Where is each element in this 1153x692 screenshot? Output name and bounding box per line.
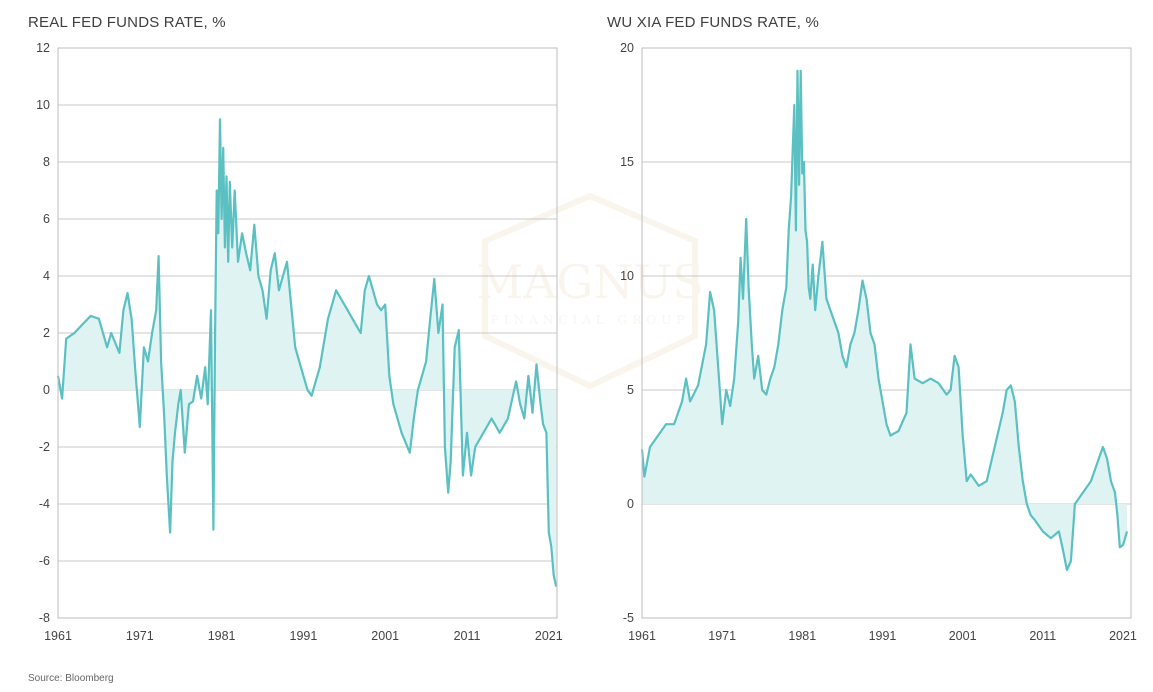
real-rate-y-tick-label: -6 [39, 554, 50, 568]
wu-xia-x-tick-label: 1981 [788, 629, 816, 643]
real-rate-y-tick-label: -4 [39, 497, 50, 511]
real-rate-y-tick-label: 10 [36, 98, 50, 112]
real-rate-y-tick-label: 2 [43, 326, 50, 340]
wu-xia-y-tick-label: 10 [620, 269, 634, 283]
wu-xia-y-tick-label: 5 [627, 383, 634, 397]
source-note: Source: Bloomberg [28, 673, 114, 684]
wu-xia-y-tick-label: -5 [623, 611, 634, 625]
wu-xia-y-tick-label: 15 [620, 155, 634, 169]
wu-xia-area-fill [642, 70, 1127, 571]
left-chart-title: REAL FED FUNDS RATE, % [28, 14, 226, 31]
real-rate-y-tick-label: 0 [43, 383, 50, 397]
wu-xia-x-tick-label: 2021 [1109, 629, 1137, 643]
wu-xia-y-tick-label: 0 [627, 497, 634, 511]
real-rate-y-tick-label: -8 [39, 611, 50, 625]
real-rate-x-tick-label: 1981 [208, 629, 236, 643]
real-rate-y-tick-label: 6 [43, 212, 50, 226]
real-rate-series-line [56, 118, 558, 587]
real-rate-y-tick-label: -2 [39, 440, 50, 454]
real-rate-y-tick-label: 12 [36, 41, 50, 55]
wu-xia-x-tick-label: 1961 [628, 629, 656, 643]
real-rate-y-tick-label: 8 [43, 155, 50, 169]
wu-xia-x-tick-label: 2011 [1029, 629, 1056, 643]
real-rate-y-tick-label: 4 [43, 269, 50, 283]
wu-xia-y-tick-label: 20 [620, 41, 634, 55]
real-rate-x-tick-label: 1961 [44, 629, 72, 643]
wu-xia-x-tick-label: 1971 [708, 629, 736, 643]
right-chart-title: WU XIA FED FUNDS RATE, % [607, 14, 820, 31]
real-rate-x-tick-label: 1971 [126, 629, 154, 643]
real-rate-x-tick-label: 1991 [290, 629, 318, 643]
real-rate-x-tick-label: 2011 [454, 629, 481, 643]
real-rate-x-tick-label: 2001 [371, 629, 399, 643]
wu-xia-series-line [640, 69, 1129, 572]
real-rate-x-tick-label: 2021 [535, 629, 563, 643]
wu-xia-x-tick-label: 2001 [949, 629, 977, 643]
wu-xia-plot-frame [641, 47, 1132, 619]
wu-xia-x-tick-label: 1991 [869, 629, 897, 643]
real-rate-area-fill [58, 119, 557, 587]
real-rate-plot-frame [57, 47, 558, 619]
